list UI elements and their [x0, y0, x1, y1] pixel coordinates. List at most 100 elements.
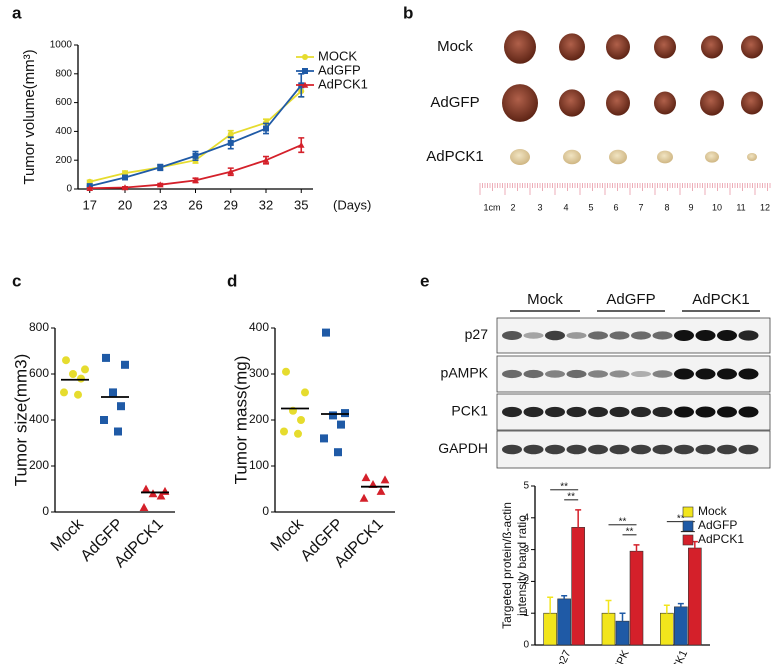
band	[545, 330, 565, 341]
x-tick-label: 29	[224, 197, 238, 212]
bar	[629, 550, 644, 646]
ruler-label: 10	[712, 202, 722, 212]
row-label: AdGFP	[430, 94, 479, 111]
ruler-label: 5	[588, 202, 593, 212]
annotation: **	[626, 526, 634, 537]
ruler-label: 1cm	[483, 202, 500, 212]
band	[545, 406, 565, 418]
ruler-label: 2	[510, 202, 515, 212]
marker	[62, 356, 70, 365]
tumor	[504, 30, 536, 64]
band	[523, 369, 544, 379]
marker	[102, 353, 110, 362]
band	[545, 444, 565, 455]
marker	[227, 168, 235, 175]
band	[652, 406, 673, 418]
x-tick-label: p27	[555, 648, 574, 664]
error-bar	[605, 599, 612, 614]
tumor	[559, 33, 585, 61]
marker	[60, 388, 68, 397]
row-label: p27	[465, 326, 489, 342]
band	[652, 370, 673, 378]
marker	[334, 448, 342, 457]
y-tick-label: 400	[29, 412, 49, 426]
y-tick-label: 0	[523, 640, 529, 651]
tumor	[747, 153, 757, 161]
band	[695, 330, 716, 341]
tumor	[563, 149, 581, 165]
band	[695, 406, 716, 418]
tumor	[559, 89, 585, 117]
bar	[688, 547, 702, 646]
band	[652, 444, 673, 455]
ruler-label: 9	[688, 202, 693, 212]
band	[631, 331, 651, 340]
marker	[322, 328, 330, 337]
band	[566, 369, 587, 379]
marker	[263, 125, 269, 132]
y-tick-label: 3	[523, 544, 529, 555]
bar	[543, 612, 557, 646]
panel-label: a	[12, 3, 22, 22]
marker	[302, 68, 308, 74]
y-tick-label: 0	[66, 184, 72, 195]
marker	[121, 360, 129, 369]
band	[588, 406, 608, 418]
tumor	[654, 91, 676, 115]
panel-label: d	[227, 271, 237, 290]
marker	[157, 164, 164, 171]
legend-label: AdGFP	[318, 62, 361, 77]
tumor	[654, 35, 676, 59]
y-axis-label: intensity band ratio	[515, 515, 529, 616]
panel-label: b	[403, 3, 413, 22]
band	[566, 444, 587, 455]
x-axis-label: (Days)	[333, 197, 371, 212]
marker	[192, 177, 199, 184]
legend-swatch	[682, 534, 694, 546]
y-tick-label: 200	[29, 458, 49, 472]
group-label: Mock	[527, 291, 563, 308]
marker	[109, 388, 117, 397]
row-label: AdPCK1	[426, 148, 484, 165]
tumor	[705, 151, 719, 163]
x-tick-label: 26	[188, 197, 202, 212]
y-tick-label: 2	[523, 576, 529, 587]
band	[631, 444, 651, 455]
legend-swatch	[682, 520, 694, 532]
x-tick-label: 35	[294, 197, 308, 212]
marker	[114, 427, 122, 436]
marker	[100, 416, 108, 424]
y-tick-label: 600	[29, 366, 49, 380]
panel-label: c	[12, 271, 21, 290]
band	[502, 444, 522, 455]
annotation: **	[677, 513, 685, 524]
x-tick-label: 23	[153, 197, 167, 212]
legend-label: AdPCK1	[318, 76, 368, 91]
band	[609, 406, 630, 418]
tumor	[502, 84, 538, 122]
marker	[74, 390, 82, 399]
marker	[301, 388, 309, 397]
bar	[674, 606, 688, 646]
group-label: AdGFP	[606, 291, 655, 308]
x-tick-label: 20	[118, 197, 132, 212]
marker	[376, 486, 386, 495]
marker	[297, 141, 305, 148]
band	[717, 444, 737, 455]
y-axis-label: Tumor volume(mm³)	[21, 49, 38, 184]
tumor	[700, 90, 724, 116]
y-tick-label: 0	[42, 504, 49, 518]
marker	[280, 427, 288, 436]
band	[502, 331, 522, 340]
marker	[337, 420, 345, 429]
band	[523, 332, 544, 339]
band	[566, 406, 587, 418]
tumor	[741, 35, 763, 59]
series-line	[89, 90, 302, 183]
tumor	[606, 90, 630, 116]
ruler-label: 3	[537, 202, 542, 212]
bar	[615, 620, 630, 646]
legend-label: Mock	[698, 504, 728, 518]
band	[652, 331, 673, 340]
tumor	[701, 35, 723, 59]
